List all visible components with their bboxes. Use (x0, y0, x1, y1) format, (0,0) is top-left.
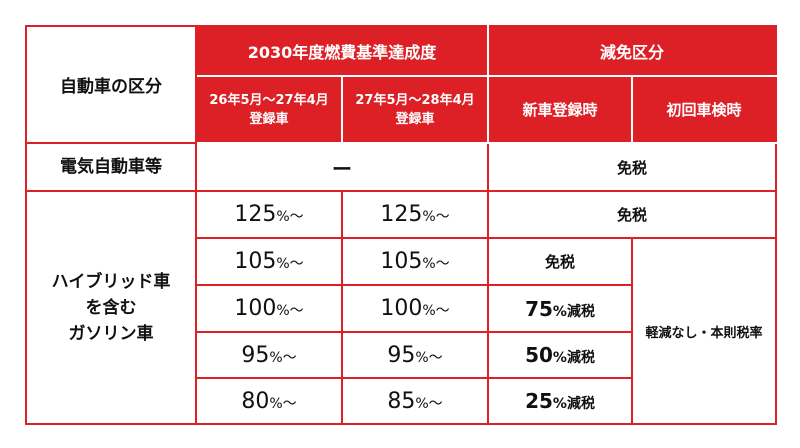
value-num: 85 (387, 388, 416, 414)
hybrid-row-4-p1: 95%～ (195, 331, 343, 379)
header-period-2-line2: 登録車 (395, 111, 435, 127)
value-suffix: %～ (269, 349, 297, 366)
value-num: 95 (387, 342, 416, 368)
result-suffix: %減税 (552, 350, 595, 366)
header-period-1-line1: 26年5月～27年4月 (209, 92, 329, 108)
header-period-1-line2: 登録車 (249, 111, 289, 127)
ev-row-result-text: 免税 (617, 158, 648, 177)
hybrid-row-2-new: 免税 (487, 237, 634, 286)
hybrid-label-line3: ガソリン車 (68, 323, 154, 344)
hybrid-row-5-p1: 80%～ (195, 377, 343, 425)
hybrid-row-5-p2: 85%～ (340, 377, 490, 425)
result-num: 75 (525, 296, 553, 321)
value-suffix: %～ (422, 256, 450, 272)
header-fuel-standard: 2030年度燃費基準達成度 (194, 25, 490, 77)
hybrid-row-2-p1: 105%～ (195, 237, 343, 286)
no-reduction-text: 軽減なし・本則税率 (645, 325, 763, 341)
hybrid-label-line2: を含む (85, 297, 137, 318)
tax-reduction-table: 自動車の区分 2030年度燃費基準達成度 減免区分 26年5月～27年4月 登録… (25, 25, 778, 425)
value-num: 100 (380, 296, 423, 321)
result-num: 50 (525, 343, 553, 367)
ev-row-label-text: 電気自動車等 (60, 157, 162, 177)
ev-row-result: 免税 (487, 142, 778, 192)
header-reduction: 減免区分 (487, 25, 778, 77)
hybrid-row-4-p2: 95%～ (340, 331, 490, 379)
value-num: 125 (380, 202, 423, 227)
value-suffix: %～ (415, 395, 443, 412)
value-suffix: %～ (415, 349, 443, 366)
value-num: 80 (241, 388, 270, 414)
hybrid-row-1-p1: 125%～ (195, 190, 343, 239)
header-new-registration: 新車登録時 (487, 75, 634, 144)
hybrid-row-1-result: 免税 (487, 190, 778, 239)
result-num: 25 (525, 389, 553, 413)
header-category: 自動車の区分 (25, 25, 197, 144)
result-text: 免税 (617, 206, 648, 224)
value-num: 100 (234, 296, 277, 321)
value-suffix: %～ (269, 395, 297, 412)
result-text: 免税 (545, 253, 576, 271)
value-suffix: %～ (422, 303, 450, 319)
no-reduction-cell: 軽減なし・本則税率 (631, 237, 778, 425)
value-num: 95 (241, 342, 270, 368)
value-num: 105 (380, 249, 423, 274)
hybrid-row-3-p2: 100%～ (340, 284, 490, 333)
ev-row-dash: ー (194, 142, 490, 192)
hybrid-row-1-p2: 125%～ (340, 190, 490, 239)
hybrid-row-2-p2: 105%～ (340, 237, 490, 286)
hybrid-row-4-new: 50%減税 (487, 331, 634, 379)
ev-row-label: 電気自動車等 (25, 142, 197, 192)
value-num: 125 (234, 202, 277, 227)
hybrid-row-label: ハイブリッド車 を含む ガソリン車 (25, 190, 197, 425)
hybrid-row-3-new: 75%減税 (487, 284, 634, 333)
header-new-registration-text: 新車登録時 (522, 101, 598, 119)
header-first-inspection-text: 初回車検時 (666, 101, 742, 119)
header-period-1: 26年5月～27年4月 登録車 (195, 75, 343, 144)
result-suffix: %減税 (552, 303, 595, 320)
value-suffix: %～ (422, 209, 450, 225)
value-suffix: %～ (276, 256, 304, 272)
value-suffix: %～ (276, 303, 304, 319)
header-period-2: 27年5月～28年4月 登録車 (340, 75, 490, 144)
hybrid-label-line1: ハイブリッド車 (51, 271, 171, 292)
hybrid-row-5-new: 25%減税 (487, 377, 634, 425)
header-period-2-line1: 27年5月～28年4月 (355, 92, 475, 108)
value-num: 105 (234, 249, 277, 274)
header-fuel-standard-text: 2030年度燃費基準達成度 (247, 43, 437, 62)
hybrid-row-3-p1: 100%～ (195, 284, 343, 333)
header-reduction-text: 減免区分 (600, 43, 665, 62)
result-suffix: %減税 (552, 396, 595, 412)
header-first-inspection: 初回車検時 (631, 75, 778, 144)
value-suffix: %～ (276, 209, 304, 225)
ev-row-dash-text: ー (332, 156, 352, 181)
header-category-text: 自動車の区分 (60, 77, 162, 97)
